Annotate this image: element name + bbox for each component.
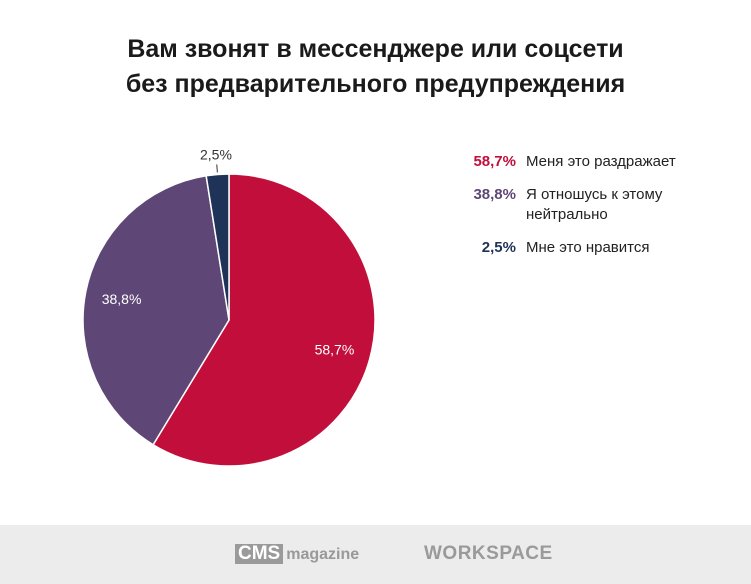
- legend-value: 58,7%: [473, 153, 516, 170]
- cms-logo-text: magazine: [286, 546, 360, 563]
- workspace-logo: WORKSPACE: [424, 543, 553, 564]
- legend-item: 58,7% Меня это раздражает: [440, 152, 706, 172]
- legend-value: 38,8%: [473, 186, 516, 203]
- title-line-1: Вам звонят в мессенджере или соцсети: [127, 35, 624, 63]
- pie-slice: [152, 173, 376, 467]
- pie-slice: [205, 173, 230, 321]
- legend-label: Меня это раздражает: [526, 153, 676, 170]
- slice-data-label: 58,7%: [315, 342, 355, 358]
- title-line-2: без предварительного предупреждения: [125, 70, 626, 98]
- pie-chart: 58,7% 38,8% 2,5%: [82, 147, 376, 467]
- legend-label: Я отношусь к этому нейтрально: [526, 186, 663, 223]
- chart-title: Вам звонят в мессенджере или соцсети без…: [0, 32, 751, 102]
- slice-data-label: 38,8%: [102, 291, 142, 307]
- slice-data-label: 2,5%: [200, 147, 232, 163]
- legend-value: 2,5%: [481, 239, 516, 256]
- cms-logo-box: CMS: [235, 544, 284, 564]
- label-leader-line: [216, 164, 218, 173]
- legend-item: 2,5% Мне это нравится: [440, 238, 706, 258]
- pie-slice: [82, 174, 230, 446]
- footer: CMS magazine WORKSPACE: [0, 525, 751, 584]
- cms-magazine-logo: CMS magazine: [235, 544, 359, 564]
- legend-label: Мне это нравится: [526, 239, 650, 256]
- legend-item: 38,8% Я отношусь к этому нейтрально: [440, 185, 706, 225]
- legend: 58,7% Меня это раздражает 38,8% Я отношу…: [440, 152, 706, 271]
